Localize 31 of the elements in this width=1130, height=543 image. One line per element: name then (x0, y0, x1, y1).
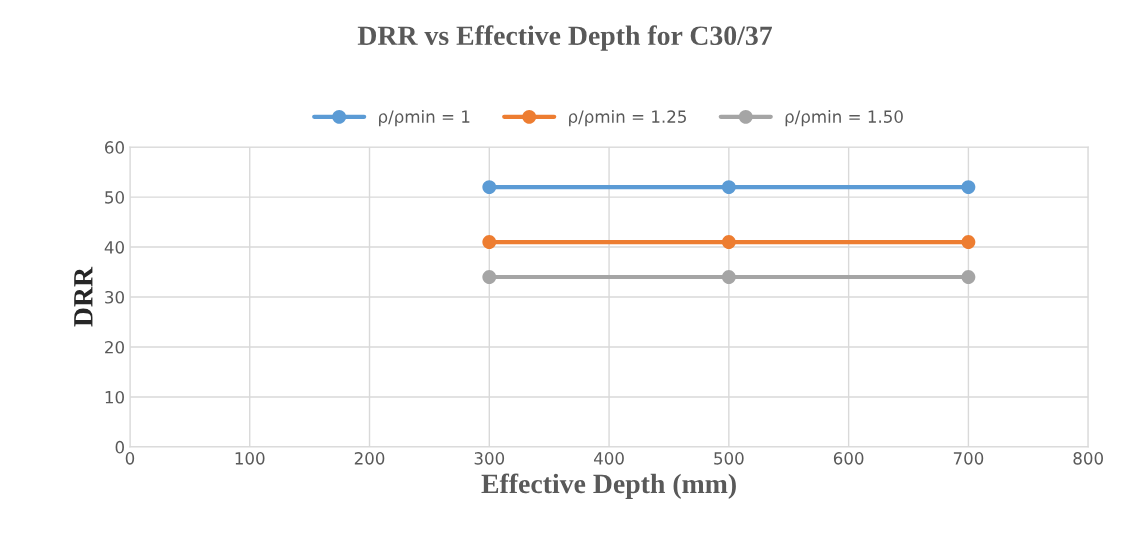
point (961, 180, 976, 195)
x-tick-label: 200 (354, 452, 385, 465)
x-tick-label: 800 (1073, 452, 1103, 465)
x-tick-label: 100 (235, 452, 265, 465)
y-tick-label: 60 (105, 141, 124, 154)
point (482, 180, 497, 195)
y-tick-label: 10 (105, 390, 124, 404)
y-tick-label: 30 (105, 290, 124, 304)
legend-label: ρ/ρmin = 1.50 (785, 110, 903, 127)
point (961, 270, 976, 284)
point (482, 270, 497, 284)
y-tick-label: 0 (115, 440, 124, 454)
x-tick-label: 700 (953, 452, 984, 465)
point (721, 270, 736, 284)
y-axis-title: DRR (74, 266, 93, 327)
point (961, 235, 976, 250)
x-tick-label: 0 (125, 452, 135, 465)
x-axis-title: Effective Depth (mm) (481, 473, 736, 499)
x-tick-label: 400 (593, 452, 624, 465)
y-tick-label: 20 (105, 340, 124, 354)
legend-label: ρ/ρmin = 1 (379, 110, 470, 127)
point (721, 180, 736, 195)
x-tick-label: 600 (833, 452, 864, 465)
chart-title: DRR vs Effective Depth for C30/37 (357, 25, 772, 51)
y-tick-label: 50 (105, 191, 124, 204)
point (721, 235, 736, 250)
x-tick-label: 500 (714, 452, 744, 465)
legend-label: ρ/ρmin = 1.25 (569, 110, 686, 127)
y-tick-label: 40 (104, 241, 124, 254)
point (482, 235, 497, 250)
x-tick-label: 300 (474, 452, 505, 465)
